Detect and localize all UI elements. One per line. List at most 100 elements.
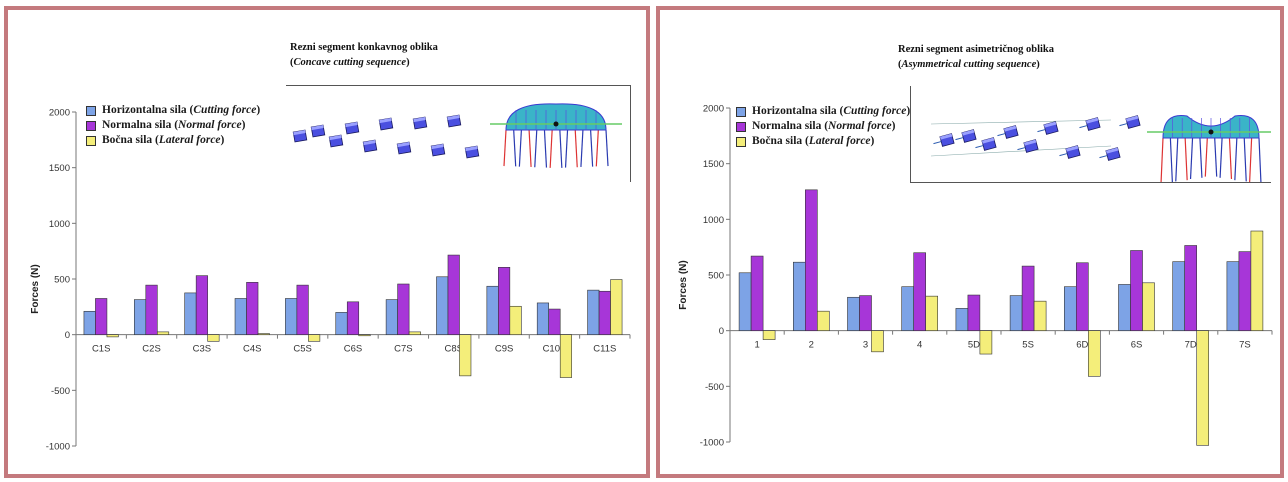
bar-normal-force	[346, 301, 360, 335]
x-tick-label: 2	[809, 340, 814, 351]
force-vector	[997, 133, 1006, 137]
pick-line	[564, 129, 569, 168]
pick-line	[1204, 137, 1208, 177]
x-tick-label: C10S	[543, 344, 567, 355]
force-vector	[1037, 129, 1046, 133]
cutter-block	[464, 145, 480, 159]
cutter-block	[310, 124, 326, 138]
bar-normal-force	[1075, 262, 1089, 331]
left-legend: Horizontalna sila (Cutting force) Normal…	[86, 103, 260, 148]
pick-line	[1175, 137, 1179, 182]
pick-line	[1189, 137, 1194, 180]
bar-lateral-force	[817, 310, 830, 331]
legend-swatch-lateral	[736, 136, 746, 147]
x-tick-label: C5S	[293, 344, 311, 355]
pick-line	[595, 129, 599, 167]
force-vector	[975, 145, 984, 149]
legend-swatch-lateral	[86, 135, 96, 146]
x-tick-label: 4	[917, 340, 922, 351]
bar-horizontal-force	[285, 298, 298, 335]
force-vector	[1119, 123, 1128, 127]
y-tick-label: 500	[54, 275, 70, 286]
bar-horizontal-force	[1118, 284, 1131, 331]
bar-normal-force	[913, 252, 926, 331]
pick-line	[580, 129, 584, 167]
cutter-head	[490, 103, 622, 168]
bar-horizontal-force	[793, 261, 806, 331]
legend-label: Normalna sila	[102, 119, 172, 131]
x-tick-label: C3S	[193, 344, 211, 355]
bar-normal-force	[498, 267, 511, 335]
y-tick-label: 500	[708, 271, 724, 282]
legend-label-italic: Lateral force	[158, 134, 221, 146]
cutter-block	[1017, 139, 1039, 153]
bar-normal-force	[967, 294, 981, 331]
bar-normal-force	[1238, 251, 1252, 331]
bar-lateral-force	[871, 330, 884, 353]
pick-line	[1249, 137, 1253, 182]
bar-horizontal-force	[587, 289, 600, 335]
legend-item-horizontal: Horizontalna sila (Cutting force)	[86, 103, 260, 118]
pick-line	[549, 129, 553, 168]
force-vector	[955, 137, 964, 141]
bar-horizontal-force	[436, 276, 449, 335]
pick-line	[1219, 137, 1223, 178]
y-axis-label: Forces (N)	[678, 260, 689, 309]
cutter-top	[379, 118, 392, 124]
cutter-block	[933, 133, 955, 147]
bar-lateral-force	[925, 295, 939, 331]
pick-line	[574, 129, 578, 168]
y-tick-label: -1000	[46, 442, 70, 453]
bar-normal-force	[397, 283, 410, 335]
cutter-block	[955, 129, 977, 143]
x-tick-label: C8S	[444, 344, 462, 355]
cutter-block	[362, 139, 378, 153]
pick-line	[1169, 137, 1173, 182]
pick-line	[1228, 137, 1233, 180]
bar-horizontal-force	[335, 312, 348, 335]
legend-item-horizontal: Horizontalna sila (Cutting force)	[736, 104, 910, 119]
legend-label: Horizontalna sila	[102, 104, 187, 116]
center-point	[553, 121, 559, 127]
force-vector	[1099, 155, 1108, 159]
bar-horizontal-force	[1063, 286, 1077, 331]
bar-lateral-force	[509, 305, 522, 335]
bar-normal-force	[859, 295, 872, 331]
y-tick-label: 1500	[703, 159, 724, 170]
cutter-block	[430, 143, 446, 157]
guide-line	[930, 119, 1112, 125]
cutter-block	[1059, 145, 1081, 159]
y-tick-label: -500	[705, 382, 724, 393]
bar-lateral-force	[559, 334, 573, 378]
cutter-block	[1099, 147, 1121, 161]
cutter-top	[447, 115, 460, 121]
legend-label-italic: Normal force	[178, 119, 242, 131]
cutter-head	[1147, 114, 1271, 182]
inset-title-text: Rezni segment konkavnog oblika	[290, 42, 438, 53]
guide-line	[930, 145, 1112, 157]
y-tick-label: -500	[51, 386, 70, 397]
x-tick-label: 3	[863, 340, 868, 351]
bar-normal-force	[296, 284, 309, 335]
y-tick-label: 1000	[703, 215, 724, 226]
force-vector	[1059, 153, 1068, 157]
x-tick-label: C1S	[92, 344, 110, 355]
right-chart-panel: -1000 -500 0 500 1000 1500 2000 Forces (N) 1 2 3 4 5…	[656, 6, 1284, 478]
x-tick-label: 7S	[1239, 340, 1251, 351]
cutter-block	[292, 129, 308, 143]
bar-lateral-force	[1142, 282, 1155, 331]
bar-normal-force	[548, 308, 561, 335]
cutter-top	[1065, 145, 1079, 152]
bar-normal-force	[598, 290, 611, 335]
x-tick-label: 6S	[1131, 340, 1143, 351]
cutter-top	[465, 146, 478, 152]
bar-horizontal-force	[536, 302, 550, 335]
center-point	[1208, 129, 1214, 135]
pick-line	[503, 129, 507, 167]
cutter-block	[328, 134, 344, 148]
bar-normal-force	[750, 255, 764, 331]
legend-swatch-horizontal	[86, 105, 96, 116]
bar-lateral-force	[207, 334, 220, 342]
cutter-top	[345, 122, 358, 128]
bar-horizontal-force	[1009, 295, 1023, 331]
